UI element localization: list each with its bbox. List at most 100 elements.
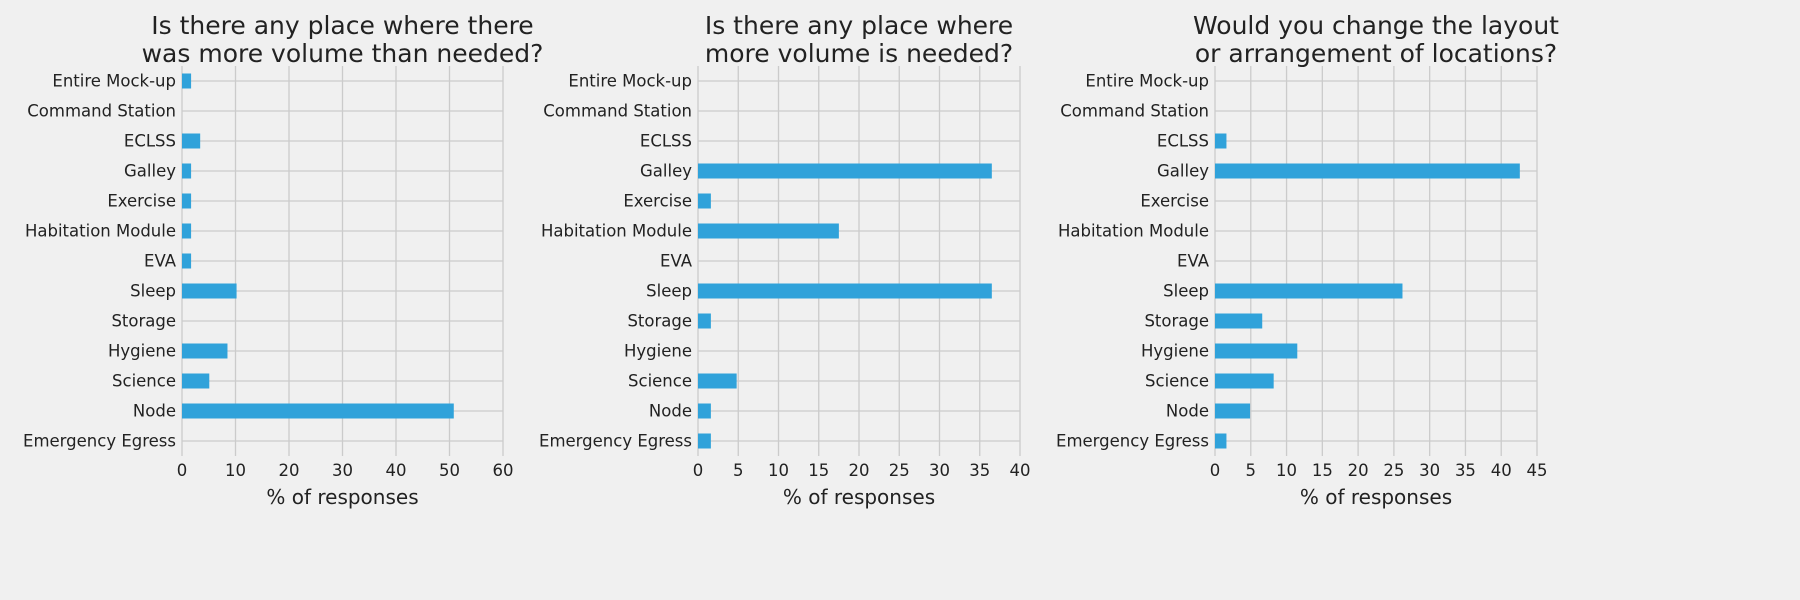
y-tick-label: Science [112,372,176,391]
y-tick-label: Sleep [646,282,692,301]
x-axis-label: % of responses [266,485,418,509]
bar-12 [698,433,711,449]
x-tick-label: 30 [1419,461,1440,480]
x-axis-label: % of responses [783,485,935,509]
y-tick-label: Exercise [107,192,176,211]
y-tick-label: Exercise [1140,192,1209,211]
y-tick-label: Command Station [27,102,176,121]
bar-10 [182,373,210,389]
y-tick-label: Hygiene [624,342,692,361]
y-tick-label: ECLSS [124,132,176,151]
x-tick-label: 45 [1527,461,1548,480]
bar-0 [182,73,192,89]
y-tick-label: EVA [660,252,693,271]
bar-12 [1215,433,1227,449]
y-tick-label: Node [133,402,176,421]
y-tick-label: Node [1166,402,1209,421]
x-tick-label: 20 [279,461,300,480]
y-tick-label: Habitation Module [1058,222,1209,241]
bar-3 [698,163,992,179]
y-tick-label: Entire Mock-up [568,72,692,91]
x-tick-label: 35 [1455,461,1476,480]
y-tick-label: Hygiene [108,342,176,361]
chart-title: Would you change the layout or arrangemen… [1193,11,1559,68]
bar-11 [182,403,454,419]
bar-8 [698,313,711,329]
chart-title-line: more volume is needed? [705,39,1013,68]
chart-title-line: Would you change the layout [1193,11,1559,40]
chart-title-line: Is there any place where there [151,11,533,40]
y-tick-label: Emergency Egress [23,432,176,451]
bar-11 [698,403,711,419]
bar-2 [182,133,201,149]
bar-3 [1215,163,1520,179]
y-tick-label: EVA [1177,252,1210,271]
chart-panel-3: Entire Mock-up Command Station ECLSS Galley… [1056,11,1559,509]
bar-6 [182,253,192,269]
x-tick-label: 10 [1276,461,1297,480]
bar-9 [182,343,228,359]
y-tick-label: Hygiene [1141,342,1209,361]
x-tick-label: 5 [733,461,744,480]
y-tick-label: Sleep [1163,282,1209,301]
bar-10 [698,373,737,389]
y-tick-label: EVA [144,252,177,271]
x-tick-label: 10 [768,461,789,480]
chart-panel-2: Entire Mock-up Command Station ECLSS Galley… [539,11,1030,509]
y-tick-label: ECLSS [1157,132,1209,151]
x-tick-label: 25 [1383,461,1404,480]
y-tick-label: Storage [111,312,176,331]
chart-panel-1: Entire Mock-up Command Station ECLSS Galley… [23,11,543,509]
chart-title: Is there any place where more volume is n… [705,11,1013,68]
y-tick-label: ECLSS [640,132,692,151]
bar-7 [1215,283,1403,299]
y-tick-label: Emergency Egress [539,432,692,451]
x-tick-label: 0 [693,461,704,480]
y-tick-label: Emergency Egress [1056,432,1209,451]
x-tick-label: 15 [808,461,829,480]
chart-title-line: or arrangement of locations? [1195,39,1557,68]
y-tick-label: Galley [1157,162,1209,181]
x-tick-label: 35 [969,461,990,480]
bar-11 [1215,403,1251,419]
bar-4 [698,193,711,209]
x-tick-label: 50 [439,461,460,480]
x-tick-label: 20 [1348,461,1369,480]
bar-2 [1215,133,1227,149]
y-tick-label: Habitation Module [541,222,692,241]
y-tick-label: Science [628,372,692,391]
x-tick-label: 40 [1491,461,1512,480]
y-tick-label: Entire Mock-up [1085,72,1209,91]
bar-7 [182,283,237,299]
bar-5 [182,223,192,239]
y-tick-label: Storage [1144,312,1209,331]
x-tick-label: 40 [386,461,407,480]
bar-9 [1215,343,1298,359]
x-tick-label: 0 [1210,461,1221,480]
y-tick-label: Storage [627,312,692,331]
chart-title: Is there any place where there was more v… [142,11,544,68]
x-tick-label: 20 [849,461,870,480]
x-tick-label: 25 [889,461,910,480]
y-tick-label: Galley [124,162,176,181]
y-tick-label: Sleep [130,282,176,301]
x-axis-label: % of responses [1300,485,1452,509]
chart-title-line: Is there any place where [705,11,1013,40]
y-tick-label: Exercise [623,192,692,211]
x-tick-label: 0 [177,461,188,480]
y-tick-label: Command Station [543,102,692,121]
x-tick-label: 40 [1010,461,1031,480]
x-tick-label: 30 [332,461,353,480]
y-tick-label: Command Station [1060,102,1209,121]
y-tick-label: Habitation Module [25,222,176,241]
bar-7 [698,283,992,299]
x-tick-label: 5 [1246,461,1257,480]
y-tick-label: Galley [640,162,692,181]
bar-3 [182,163,192,179]
x-tick-label: 30 [929,461,950,480]
bar-5 [698,223,839,239]
x-tick-label: 15 [1312,461,1333,480]
x-tick-label: 10 [225,461,246,480]
y-tick-label: Science [1145,372,1209,391]
